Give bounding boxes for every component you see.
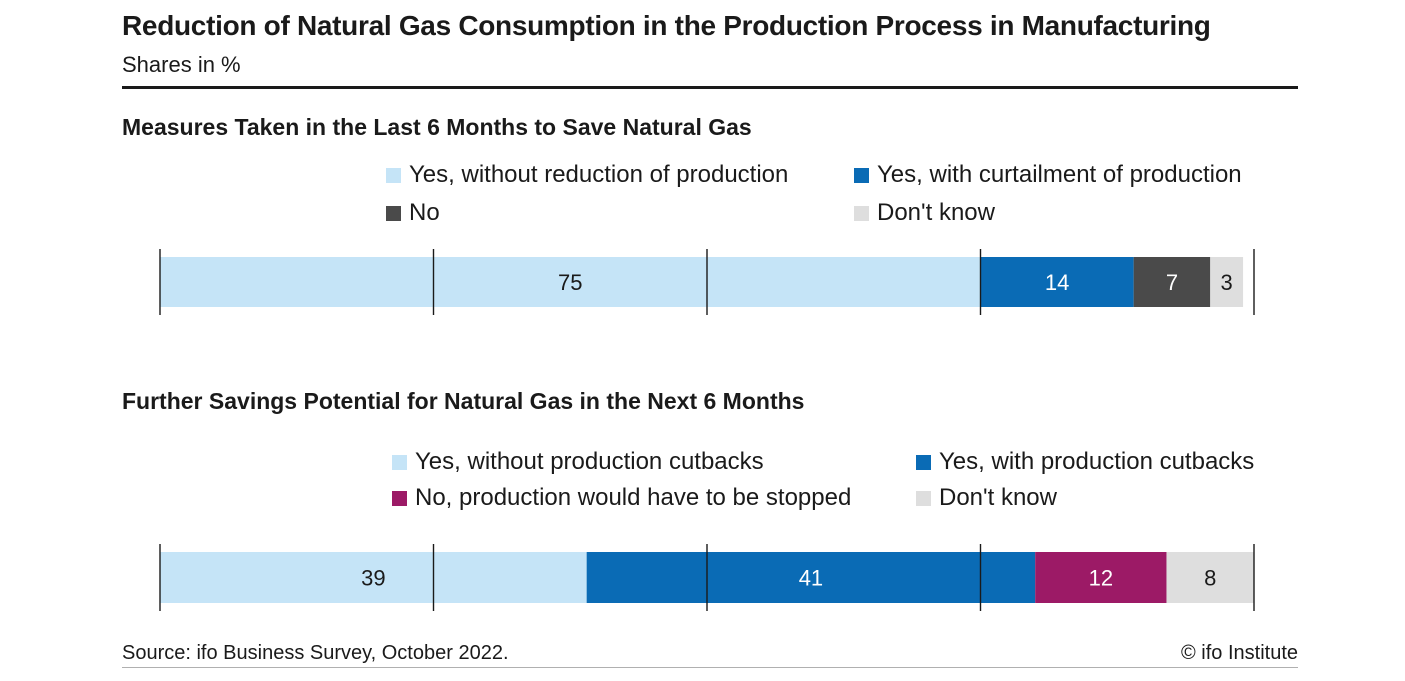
chart-title: Reduction of Natural Gas Consumption in … — [122, 10, 1211, 41]
bar-value-label-1-3: 7 — [1166, 270, 1178, 295]
panel-2-legend-item-2: Yes, with production cutbacks — [916, 448, 1254, 476]
legend-label: Yes, without reduction of production — [409, 161, 789, 188]
legend-label: Don't know — [877, 199, 995, 226]
bar-segment-1-1 — [160, 257, 981, 307]
panel-1-legend-item-4: Don't know — [854, 199, 995, 227]
panel-1-legend-item-2: Yes, with curtailment of production — [854, 161, 1242, 189]
legend-swatch — [916, 454, 931, 470]
legend-label: No — [409, 199, 440, 226]
bar-value-label-2-2: 41 — [799, 566, 823, 591]
legend-label: No, production would have to be stopped — [415, 484, 852, 511]
bar-value-label-2-1: 39 — [361, 566, 385, 591]
bar-segment-2-1 — [160, 552, 587, 603]
panel-1-legend-item-3: No — [386, 199, 440, 227]
bar-value-label-1-4: 3 — [1221, 270, 1233, 295]
legend-swatch — [854, 167, 869, 183]
legend-label: Yes, without production cutbacks — [415, 448, 764, 475]
panel-2-title: Further Savings Potential for Natural Ga… — [122, 388, 805, 414]
bar-value-label-1-1: 75 — [558, 270, 582, 295]
panel-2-legend-item-3: No, production would have to be stopped — [392, 484, 851, 512]
bar-segment-1-2 — [980, 257, 1134, 307]
legend-swatch — [392, 490, 407, 506]
top-divider — [122, 86, 1298, 89]
bar-segment-1-3 — [1133, 257, 1211, 307]
legend-label: Yes, with production cutbacks — [939, 448, 1255, 475]
bar-value-label-2-4: 8 — [1204, 566, 1216, 591]
legend-label: Don't know — [939, 484, 1057, 511]
legend-swatch — [392, 454, 407, 470]
panel-1-legend-item-1: Yes, without reduction of production — [386, 161, 788, 189]
legend-swatch — [386, 167, 401, 183]
panel-2-legend-item-1: Yes, without production cutbacks — [392, 448, 764, 476]
legend-swatch — [854, 205, 869, 221]
panel-2-legend-item-4: Don't know — [916, 484, 1057, 512]
bottom-divider — [122, 667, 1298, 668]
bar-segment-2-2 — [586, 552, 1036, 603]
panel-1-title: Measures Taken in the Last 6 Months to S… — [122, 114, 752, 140]
bar-segment-2-4 — [1166, 552, 1254, 603]
bar-segment-1-4 — [1210, 257, 1244, 307]
bar-segment-2-3 — [1035, 552, 1167, 603]
bar-value-label-2-3: 12 — [1089, 566, 1113, 591]
bar-value-label-1-2: 14 — [1045, 270, 1069, 295]
legend-swatch — [386, 205, 401, 221]
copyright-note: © ifo Institute — [1180, 642, 1298, 664]
chart-subtitle: Shares in % — [122, 52, 241, 77]
legend-swatch — [916, 490, 931, 506]
source-note: Source: ifo Business Survey, October 202… — [122, 642, 509, 664]
legend-label: Yes, with curtailment of production — [877, 161, 1242, 188]
